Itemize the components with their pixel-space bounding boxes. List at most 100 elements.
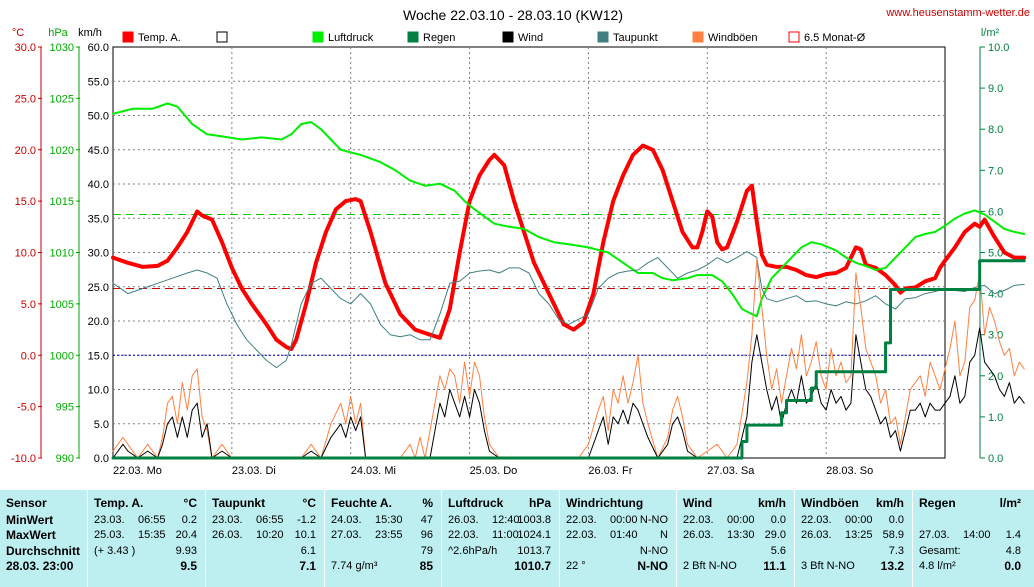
legend-swatch: [122, 31, 134, 43]
tick-hpa: 1030: [50, 42, 74, 54]
tick-rain: 5.0: [988, 248, 1003, 260]
legend-swatch: [502, 31, 514, 43]
cell-date-wind: 22.03.: [683, 514, 714, 526]
cell-value-hum: 85: [419, 559, 433, 573]
cell-value-dew: 10.1: [294, 529, 316, 541]
tick-rain: 10.0: [988, 42, 1009, 54]
tick-rain: 7.0: [988, 165, 1003, 177]
col-divider: [205, 490, 206, 587]
tick-kmh: 25.0: [88, 282, 109, 294]
site-url[interactable]: www.heusenstamm-wetter.de: [885, 7, 1030, 19]
cell-date-temp: 23.03.: [94, 514, 125, 526]
col-header-press: Luftdruck: [448, 496, 504, 510]
axis-ticks: 60.0 55.0 50.0 45.0 40.0 35.0 30.0 25.0 20.0 15.0…: [11, 42, 1010, 477]
series-luftdruck: [112, 102, 1026, 318]
legend-label: Taupunkt: [613, 32, 658, 44]
tick-hpa: 1005: [50, 299, 74, 311]
legend-label: Regen: [423, 32, 455, 44]
cell-date-rain: 27.03.: [919, 529, 950, 541]
cell-value-rain: 0.0: [1004, 559, 1021, 573]
cell-time-press: 12:40: [492, 514, 520, 526]
rain-unit: l/m²: [981, 27, 1000, 39]
tick-kmh: 35.0: [88, 213, 109, 225]
cell-value-press: 1003.8: [517, 514, 551, 526]
col-header-winddir: Windrichtung: [566, 496, 644, 510]
tick-rain: 8.0: [988, 124, 1003, 136]
cell-value-winddir: N: [660, 529, 668, 541]
cell-value-wind: 11.1: [763, 559, 786, 573]
legend-label: Windböen: [708, 32, 758, 44]
col-divider: [441, 490, 442, 587]
cell-value-winddir: N-NO: [639, 514, 668, 526]
cell-value-press: 1013.7: [517, 545, 551, 557]
cell-value-gust: 58.9: [882, 529, 904, 541]
sensor-row-label: 28.03. 23:00: [6, 559, 74, 573]
col-header-rain: Regen: [919, 496, 956, 510]
tick-hpa: 990: [56, 453, 74, 465]
sensor-row-label: Durchschnitt: [6, 544, 81, 558]
col-header-hum: Feuchte A.: [331, 496, 392, 510]
cell-date-gust: 26.03.: [801, 529, 832, 541]
cell-date-temp: (+ 3.43 ): [94, 545, 136, 557]
cell-time-temp: 06:55: [138, 514, 166, 526]
cell-date-hum: 7.74 g/m³: [331, 560, 378, 572]
tick-kmh: 5.0: [94, 419, 109, 431]
col-unit-wind: km/h: [757, 496, 786, 510]
tick-kmh: 20.0: [88, 316, 109, 328]
cell-value-hum: 47: [420, 514, 433, 526]
tick-temp: 10.0: [15, 248, 36, 260]
cell-time-dew: 10:20: [256, 529, 284, 541]
tick-kmh: 60.0: [88, 42, 109, 54]
col-header-wind: Wind: [683, 496, 713, 510]
cell-time-dew: 06:55: [256, 514, 284, 526]
col-unit-press: hPa: [528, 496, 551, 510]
cell-date-gust: 3 Bft N-NO: [801, 560, 855, 572]
tick-rain: 1.0: [988, 412, 1003, 424]
cell-date-dew: 23.03.: [212, 514, 243, 526]
tick-hpa: 1025: [50, 93, 74, 105]
weather-chart: Woche 22.03.10 - 28.03.10 (KW12) www.heu…: [11, 7, 1030, 477]
cell-date-dew: 26.03.: [212, 529, 243, 541]
cell-time-gust: 13:25: [845, 529, 873, 541]
cell-value-winddir: N-NO: [637, 559, 668, 573]
series-taupunkt: [112, 251, 1025, 369]
tick-temp: 25.0: [15, 93, 36, 105]
chart-title: Woche 22.03.10 - 28.03.10 (KW12): [403, 7, 623, 23]
tick-kmh: 45.0: [88, 145, 109, 157]
col-divider: [324, 490, 325, 587]
tick-temp: 0.0: [21, 350, 36, 362]
tick-rain: 6.0: [988, 206, 1003, 218]
cell-time-hum: 23:55: [375, 529, 403, 541]
legend-swatch: [312, 31, 324, 43]
x-tick-label: 28.03. So: [826, 465, 873, 477]
tick-hpa: 1010: [50, 248, 74, 260]
col-divider: [559, 490, 560, 587]
tick-kmh: 15.0: [88, 350, 109, 362]
cell-value-press: 1024.1: [517, 529, 551, 541]
cell-value-dew: -1.2: [297, 514, 316, 526]
cell-value-gust: 7.3: [888, 545, 904, 557]
cell-date-rain: Gesamt:: [919, 545, 961, 557]
cell-time-gust: 00:00: [845, 514, 873, 526]
x-tick-label: 23.03. Di: [232, 465, 276, 477]
col-unit-rain: l/m²: [999, 496, 1021, 510]
cell-value-temp: 0.2: [181, 514, 197, 526]
tick-rain: 0.0: [988, 453, 1003, 465]
col-divider: [912, 490, 913, 587]
tick-kmh: 0.0: [94, 453, 109, 465]
cell-date-temp: 25.03.: [94, 529, 125, 541]
cell-value-rain: 1.4: [1005, 529, 1021, 541]
cell-time-wind: 13:30: [727, 529, 755, 541]
x-tick-label: 27.03. Sa: [707, 465, 755, 477]
legend-label: Temp. A.: [138, 32, 181, 44]
col-divider: [676, 490, 677, 587]
tick-rain: 9.0: [988, 83, 1003, 95]
col-header-temp: Temp. A.: [94, 496, 144, 510]
stats-table: Sensor MinWert MaxWert Durchschnitt 28.03. 2…: [0, 490, 1034, 587]
legend-swatch: [597, 31, 609, 43]
x-tick-label: 24.03. Mi: [351, 465, 396, 477]
x-tick-label: 22.03. Mo: [113, 465, 162, 477]
temp-unit: °C: [12, 27, 24, 39]
kmh-unit: km/h: [78, 27, 102, 39]
cell-time-winddir: 00:00: [610, 514, 638, 526]
